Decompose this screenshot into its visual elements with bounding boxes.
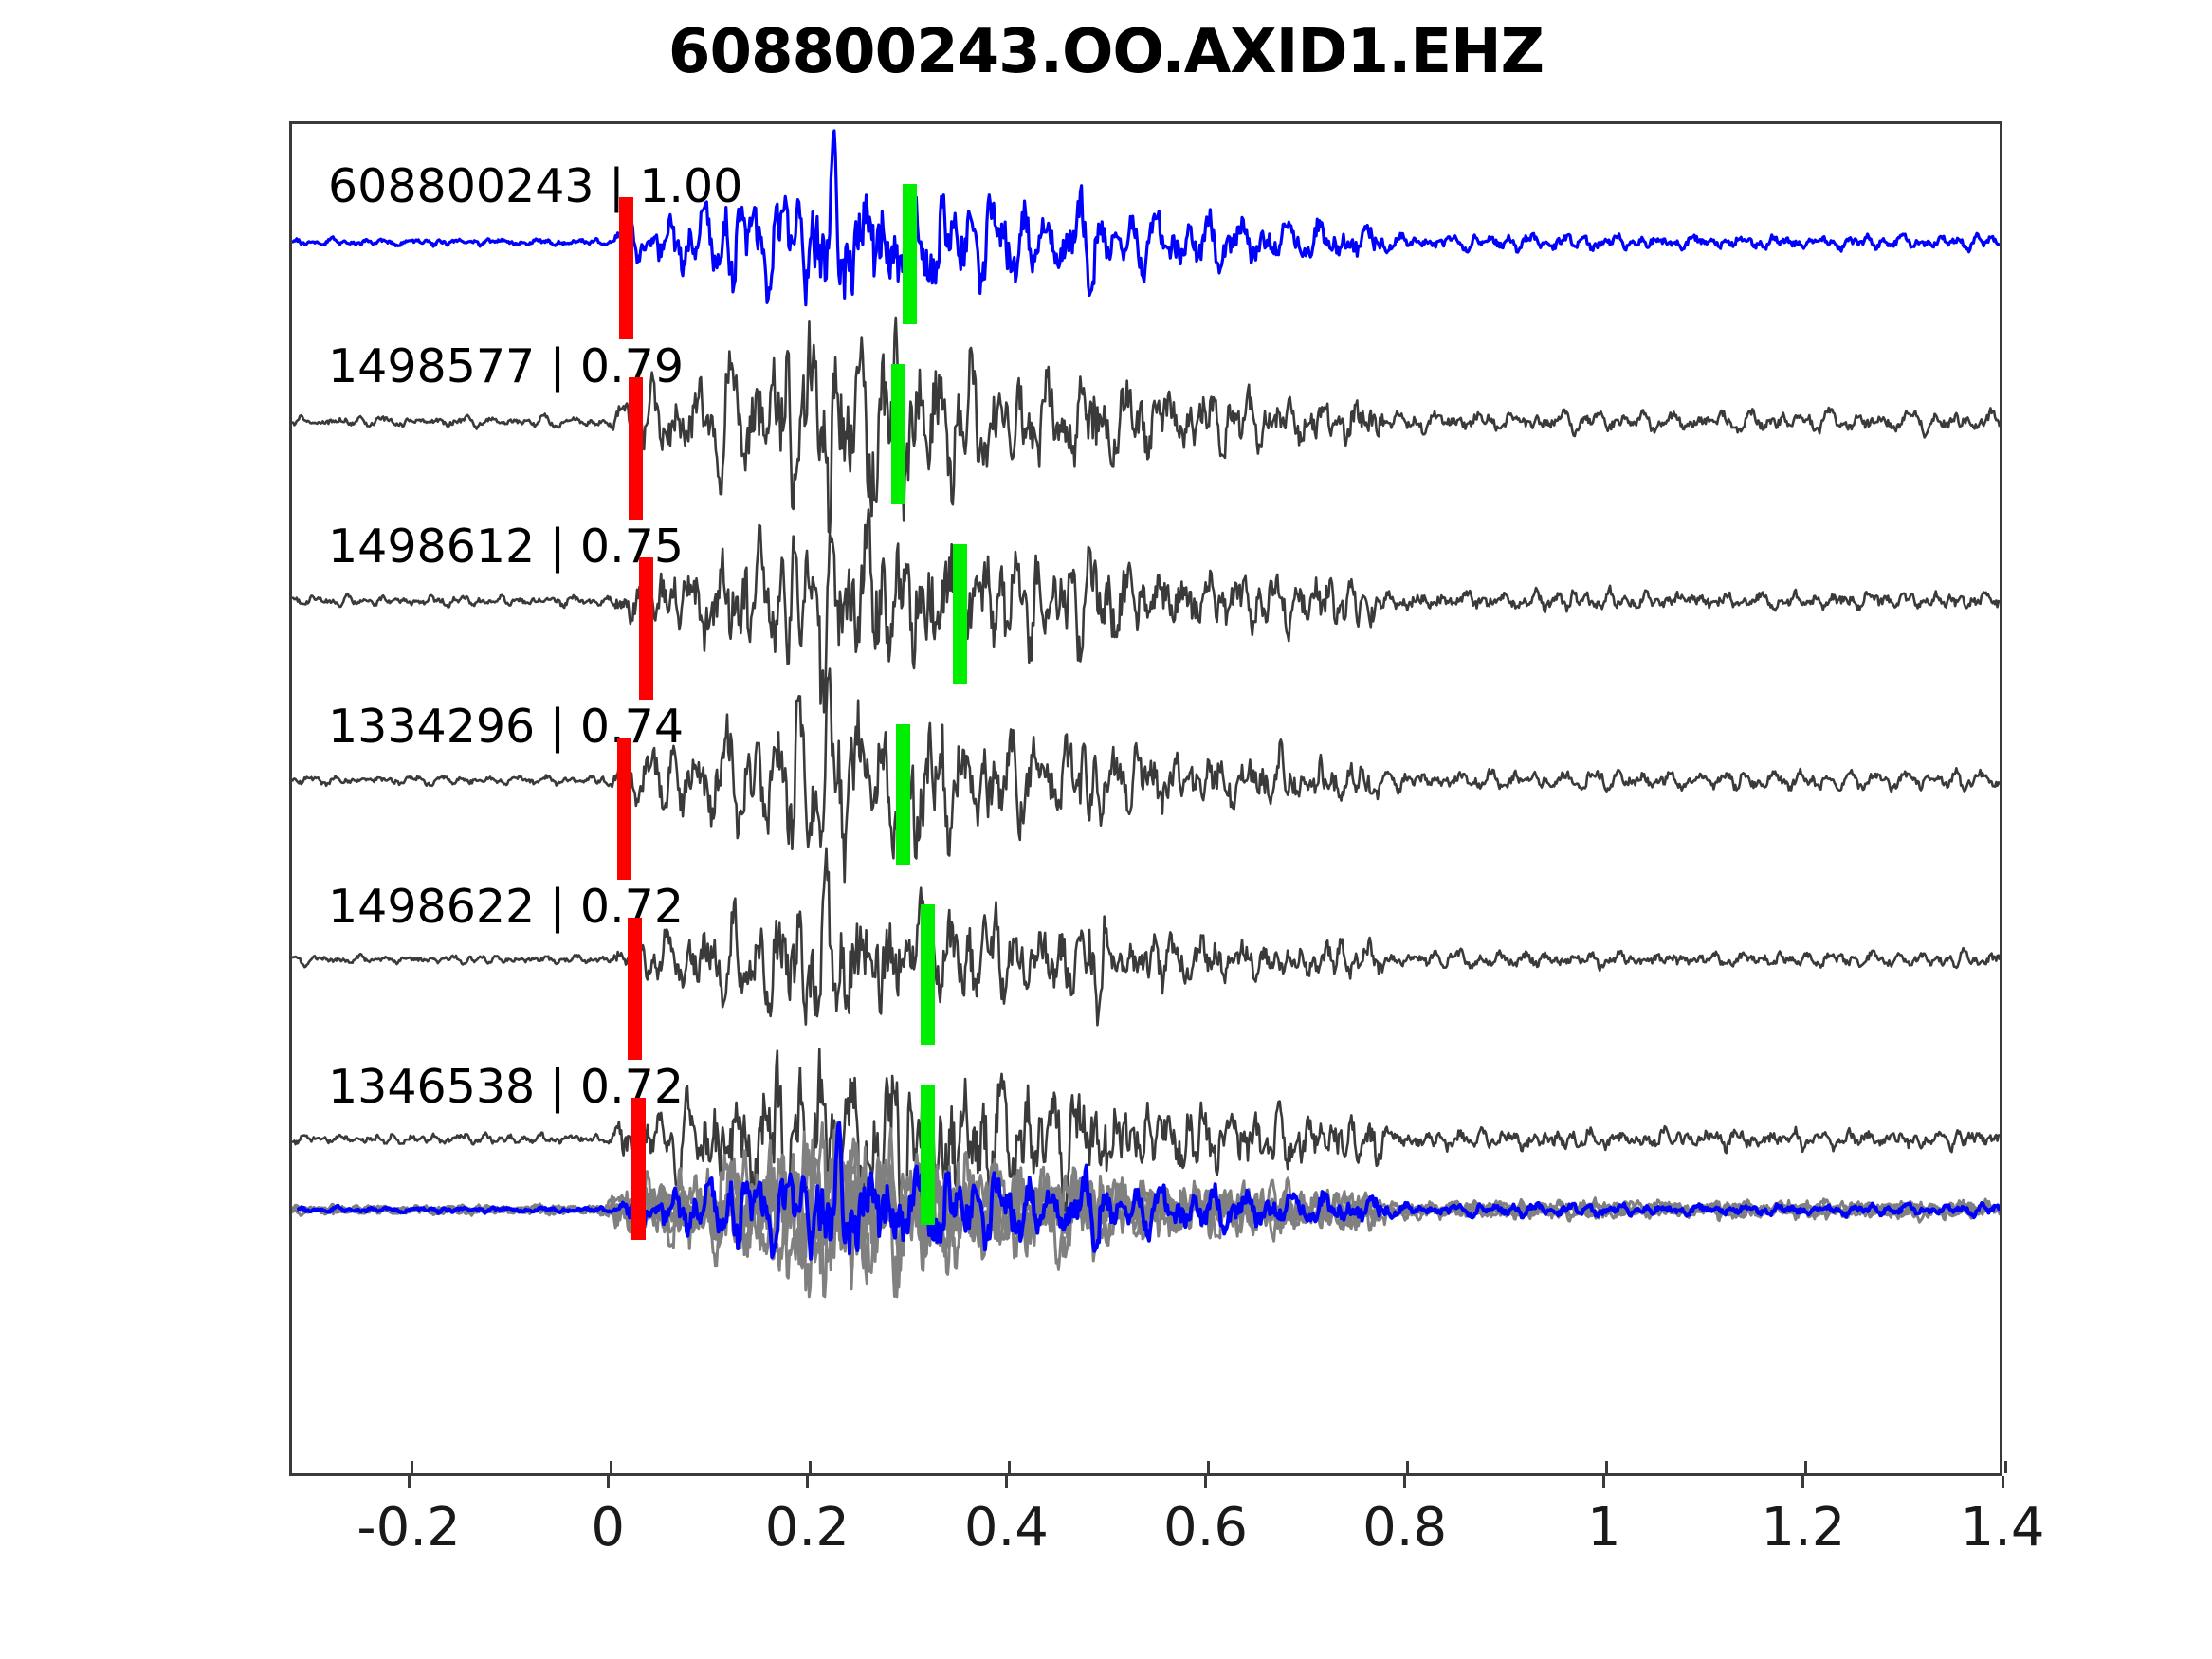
trace-label-1498612: 1498612 | 0.75 [328, 520, 684, 574]
waveform-trace [292, 667, 2000, 884]
s-pick-marker-1498622 [921, 904, 936, 1045]
waveform-trace [292, 316, 2000, 535]
s-pick-marker-1334296 [896, 724, 910, 865]
waveform-trace [292, 508, 2000, 714]
page-title: 608800243.OO.AXID1.EHZ [667, 17, 1545, 87]
x-tick-mark [1204, 1476, 1208, 1488]
x-tick-label: -0.2 [356, 1497, 461, 1559]
p-pick-marker-1498622 [628, 918, 643, 1060]
x-tick-mark [805, 1476, 809, 1488]
s-pick-marker-608800243 [903, 184, 918, 324]
waveform-canvas [292, 129, 2000, 1299]
stack-template-trace [296, 1121, 2000, 1261]
waveform-trace [292, 847, 2000, 1027]
x-tick-mark-top [808, 1461, 812, 1473]
x-tick-mark-top [1207, 1461, 1211, 1473]
x-tick-mark-top [1804, 1461, 1808, 1473]
trace-label-1498622: 1498622 | 0.72 [328, 880, 684, 934]
x-tick-mark [1801, 1476, 1805, 1488]
x-tick-mark [407, 1476, 411, 1488]
x-tick-label: 0.8 [1362, 1497, 1448, 1559]
x-tick-mark [2001, 1476, 2004, 1488]
p-pick-marker-1334296 [616, 738, 631, 880]
x-tick-mark-top [410, 1461, 413, 1473]
x-tick-label: 0 [591, 1497, 625, 1559]
x-tick-mark [1602, 1476, 1606, 1488]
x-tick-mark [606, 1476, 610, 1488]
x-tick-label: 0.2 [764, 1497, 850, 1559]
trace-label-1498577: 1498577 | 0.79 [328, 339, 684, 393]
x-tick-mark [1403, 1476, 1407, 1488]
p-pick-marker-608800243 [618, 197, 633, 339]
x-tick-mark-top [609, 1461, 612, 1473]
waveform-trace [292, 1048, 2000, 1252]
x-tick-label: 1.4 [1960, 1497, 2045, 1559]
trace-label-1346538: 1346538 | 0.72 [328, 1060, 684, 1114]
x-tick-label: 0.4 [963, 1497, 1049, 1559]
x-tick-label: 1.2 [1761, 1497, 1846, 1559]
plot-frame: 608800243 | 1.00 1498577 | 0.79 1498612 | … [289, 121, 2007, 1476]
x-tick-label: 1 [1586, 1497, 1621, 1559]
trace-label-608800243: 608800243 | 1.00 [328, 159, 743, 213]
x-tick-mark-top [1007, 1461, 1011, 1473]
x-tick-mark [1004, 1476, 1008, 1488]
p-pick-marker-1346538 [631, 1098, 646, 1240]
s-pick-marker-1498612 [952, 544, 967, 684]
x-tick-mark-top [2003, 1461, 2007, 1473]
p-pick-marker-1498577 [629, 377, 644, 520]
x-tick-mark-top [1605, 1461, 1609, 1473]
waveform-trace [292, 129, 2000, 307]
s-pick-marker-1498577 [890, 364, 905, 504]
x-tick-label: 0.6 [1163, 1497, 1249, 1559]
plot-area: 608800243 | 1.00 1498577 | 0.79 1498612 | … [292, 124, 2000, 1473]
s-pick-marker-1346538 [921, 1085, 936, 1225]
x-tick-mark-top [1406, 1461, 1410, 1473]
p-pick-marker-1498612 [638, 557, 653, 700]
